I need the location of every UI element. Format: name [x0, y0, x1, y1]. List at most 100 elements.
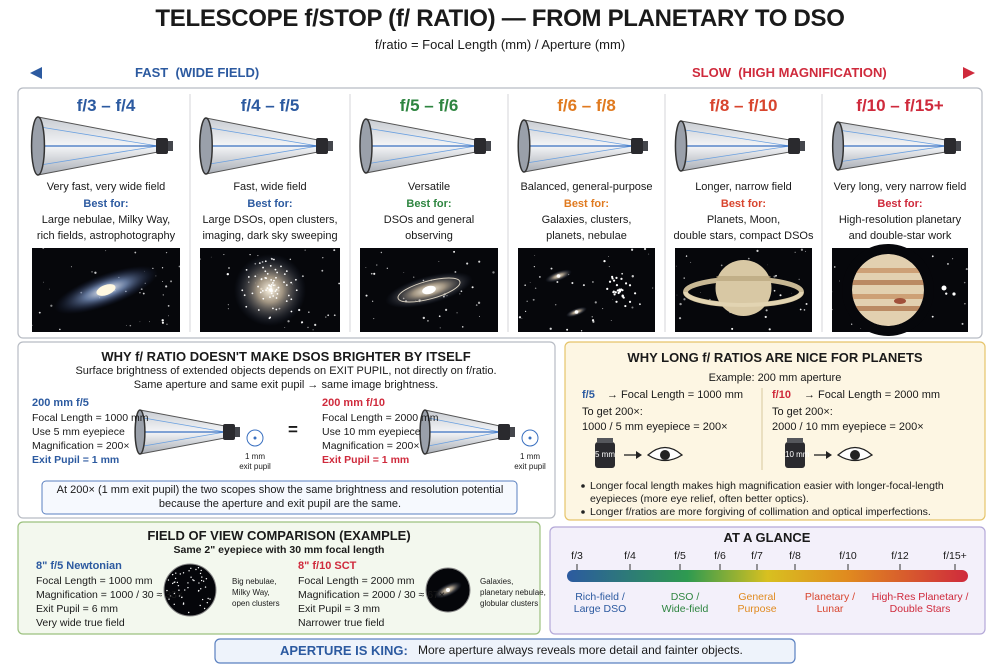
star [683, 298, 686, 301]
star [129, 324, 132, 327]
star [756, 249, 759, 252]
eyepiece-top [597, 438, 613, 443]
cluster-star [615, 284, 619, 287]
galaxy-core [422, 285, 436, 295]
star [301, 323, 302, 324]
star [187, 582, 189, 584]
bullet [581, 484, 585, 488]
star [105, 250, 107, 252]
star [190, 576, 192, 578]
spec: Magnification = 200× [322, 440, 420, 452]
galaxy-core [556, 274, 561, 278]
star [566, 328, 569, 331]
focuser [956, 141, 961, 151]
spec: Use 10 mm eyepiece [322, 426, 421, 438]
jupiter-band [852, 306, 924, 311]
panel-subtitle: Same 2" eyepiece with 30 mm focal length [173, 544, 385, 556]
cluster-star [285, 284, 288, 286]
star [709, 298, 711, 301]
ratio-range: f/4 – f/5 [240, 96, 300, 115]
star [198, 589, 200, 592]
spec: Magnification = 1000 / 30 ≈ 33× [36, 589, 184, 601]
exit-pupil: Exit Pupil = 1 mm [32, 454, 120, 466]
ratio-range: f/6 – f/8 [557, 96, 616, 115]
star [165, 251, 168, 254]
focuser [235, 427, 240, 437]
ratio: f/5 [582, 389, 595, 401]
star [227, 266, 231, 270]
best-for: Large DSOs, open clusters, [202, 214, 338, 226]
cluster-star [275, 288, 278, 291]
star [197, 566, 200, 569]
star [764, 315, 767, 319]
use-label: Lunar [816, 603, 844, 615]
cluster-star [620, 288, 623, 291]
best-for-label: Best for: [720, 198, 767, 210]
use-label: Planetary / [804, 591, 856, 603]
cluster-star [269, 296, 271, 299]
target: planetary nebulae, [480, 588, 546, 597]
bullet-text: Longer f/ratios are more forgiving of co… [590, 506, 931, 518]
cluster-star [254, 275, 257, 278]
cluster-star [262, 297, 265, 300]
star [699, 292, 701, 293]
star [205, 578, 208, 580]
note: because the aperture and exit pupil are … [158, 498, 402, 510]
star [799, 308, 802, 311]
star [365, 294, 368, 297]
focuser [316, 138, 328, 154]
focuser [328, 141, 333, 151]
cluster-star [272, 282, 274, 284]
star [174, 577, 177, 580]
light-path [424, 416, 501, 433]
star [631, 275, 634, 278]
star [594, 301, 597, 304]
light-path [37, 145, 159, 166]
star [475, 304, 478, 306]
star [534, 255, 536, 256]
cluster-star [615, 300, 618, 303]
star [199, 258, 201, 260]
star [182, 602, 185, 604]
focuser [788, 138, 800, 154]
star [187, 586, 189, 589]
star [964, 303, 966, 305]
use-label: High-Res Planetary / [871, 591, 969, 603]
telescope-aperture [831, 121, 845, 171]
star [800, 248, 804, 251]
cluster-star [628, 284, 632, 287]
star [50, 304, 53, 307]
spec: Use 5 mm eyepiece [32, 426, 125, 438]
title: TELESCOPE f/STOP (f/ RATIO) — FROM PLANE… [155, 5, 845, 32]
star [195, 568, 197, 571]
star [675, 265, 677, 267]
cluster-star [273, 258, 275, 261]
ratio-range: f/3 – f/4 [76, 96, 136, 115]
scale-label: f/6 [714, 550, 726, 562]
telescope-aperture [359, 118, 373, 174]
star [775, 274, 777, 277]
star [631, 306, 634, 309]
best-for: High-resolution planetary [838, 214, 962, 226]
best-for-label: Best for: [247, 198, 293, 210]
arrow-head [30, 67, 42, 79]
star [549, 327, 552, 330]
star [249, 254, 251, 256]
sky-image [518, 248, 655, 332]
star [538, 275, 541, 278]
scale-label: f/12 [891, 550, 909, 562]
star [683, 277, 685, 279]
best-for: Large nebulae, Milky Way, [41, 214, 171, 226]
arrow-head [963, 67, 975, 79]
cluster-star [257, 285, 259, 288]
best-for-label: Best for: [563, 198, 610, 210]
galaxy-core [574, 310, 579, 314]
star [321, 269, 324, 272]
use-label: DSO / [670, 591, 700, 603]
star [166, 323, 168, 325]
cluster-star [628, 300, 632, 303]
star [169, 595, 172, 597]
footer-strong: APERTURE IS KING: [280, 643, 408, 658]
star [676, 294, 678, 296]
